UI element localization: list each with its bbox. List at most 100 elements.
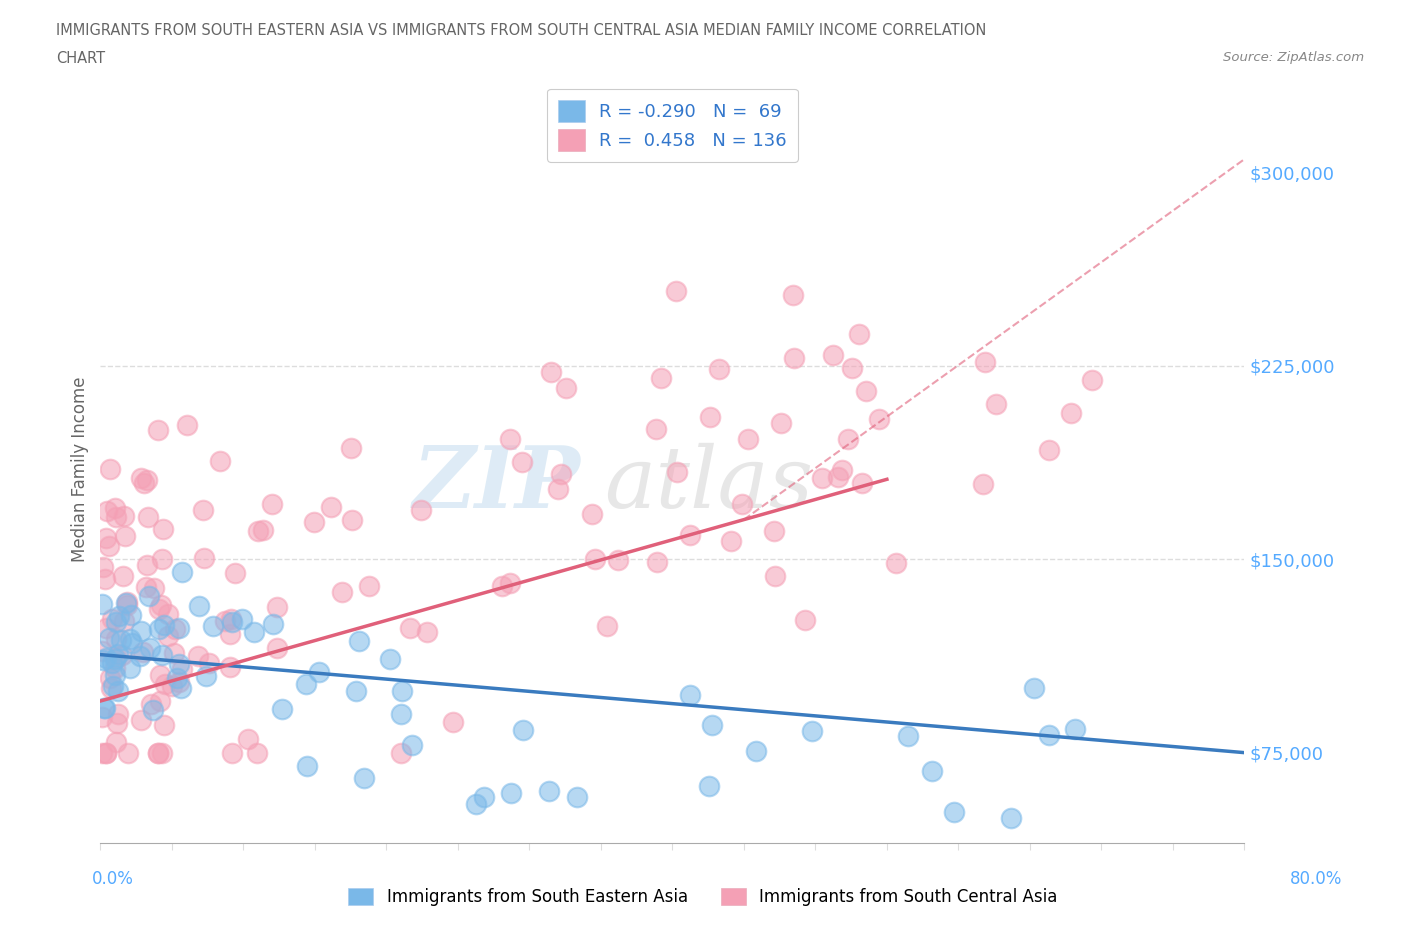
- Point: [149, 668, 172, 683]
- Point: [782, 287, 804, 302]
- Point: [172, 661, 194, 676]
- Point: [783, 351, 806, 365]
- Point: [169, 681, 191, 696]
- Point: [104, 500, 127, 515]
- Point: [295, 677, 318, 692]
- Point: [596, 618, 619, 633]
- Text: 0.0%: 0.0%: [91, 870, 134, 887]
- Point: [202, 618, 225, 633]
- Point: [1038, 443, 1060, 458]
- Point: [103, 679, 125, 694]
- Point: [219, 659, 242, 674]
- Point: [247, 524, 270, 538]
- Point: [699, 409, 721, 424]
- Point: [821, 347, 844, 362]
- Point: [93, 652, 115, 667]
- Point: [401, 737, 423, 752]
- Point: [138, 589, 160, 604]
- Text: IMMIGRANTS FROM SOUTH EASTERN ASIA VS IMMIGRANTS FROM SOUTH CENTRAL ASIA MEDIAN : IMMIGRANTS FROM SOUTH EASTERN ASIA VS IM…: [56, 23, 987, 38]
- Point: [1038, 728, 1060, 743]
- Point: [138, 510, 160, 525]
- Point: [499, 432, 522, 446]
- Point: [100, 681, 122, 696]
- Point: [197, 656, 219, 671]
- Point: [131, 712, 153, 727]
- Point: [160, 678, 183, 693]
- Point: [170, 565, 193, 579]
- Point: [209, 454, 232, 469]
- Point: [111, 568, 134, 583]
- Point: [129, 471, 152, 485]
- Point: [104, 631, 127, 646]
- Point: [153, 717, 176, 732]
- Point: [340, 512, 363, 527]
- Point: [943, 804, 966, 819]
- Point: [139, 640, 162, 655]
- Point: [340, 441, 363, 456]
- Point: [148, 622, 170, 637]
- Point: [101, 612, 124, 627]
- Point: [581, 507, 603, 522]
- Point: [94, 651, 117, 666]
- Point: [114, 528, 136, 543]
- Point: [104, 510, 127, 525]
- Point: [645, 422, 668, 437]
- Point: [107, 646, 129, 661]
- Point: [90, 644, 112, 658]
- Point: [665, 465, 688, 480]
- Point: [702, 718, 724, 733]
- Point: [187, 648, 209, 663]
- Point: [108, 609, 131, 624]
- Point: [195, 669, 218, 684]
- Point: [319, 499, 342, 514]
- Point: [665, 283, 688, 298]
- Legend: Immigrants from South Eastern Asia, Immigrants from South Central Asia: Immigrants from South Eastern Asia, Immi…: [342, 881, 1064, 912]
- Point: [1059, 405, 1081, 420]
- Point: [96, 504, 118, 519]
- Point: [107, 707, 129, 722]
- Point: [156, 606, 179, 621]
- Point: [166, 671, 188, 685]
- Point: [737, 432, 759, 446]
- Point: [142, 581, 165, 596]
- Point: [697, 778, 720, 793]
- Point: [90, 710, 112, 724]
- Point: [115, 598, 138, 613]
- Point: [93, 700, 115, 715]
- Point: [135, 579, 157, 594]
- Point: [167, 657, 190, 671]
- Point: [827, 470, 849, 485]
- Point: [104, 668, 127, 683]
- Point: [152, 522, 174, 537]
- Point: [246, 745, 269, 760]
- Point: [510, 455, 533, 470]
- Point: [219, 612, 242, 627]
- Point: [129, 623, 152, 638]
- Point: [135, 472, 157, 487]
- Point: [308, 664, 330, 679]
- Point: [107, 684, 129, 698]
- Point: [499, 786, 522, 801]
- Point: [100, 461, 122, 476]
- Point: [297, 758, 319, 773]
- Point: [111, 647, 134, 662]
- Legend: R = -0.290   N =  69, R =  0.458   N = 136: R = -0.290 N = 69, R = 0.458 N = 136: [547, 88, 797, 162]
- Point: [121, 635, 143, 650]
- Point: [720, 533, 742, 548]
- Point: [97, 538, 120, 553]
- Point: [94, 701, 117, 716]
- Point: [100, 671, 122, 685]
- Point: [214, 614, 236, 629]
- Point: [763, 524, 786, 538]
- Point: [221, 745, 243, 760]
- Text: CHART: CHART: [56, 51, 105, 66]
- Point: [191, 503, 214, 518]
- Point: [855, 384, 877, 399]
- Point: [112, 509, 135, 524]
- Text: 80.0%: 80.0%: [1291, 870, 1343, 887]
- Point: [555, 380, 578, 395]
- Point: [136, 557, 159, 572]
- Point: [146, 745, 169, 760]
- Point: [90, 745, 112, 760]
- Point: [645, 554, 668, 569]
